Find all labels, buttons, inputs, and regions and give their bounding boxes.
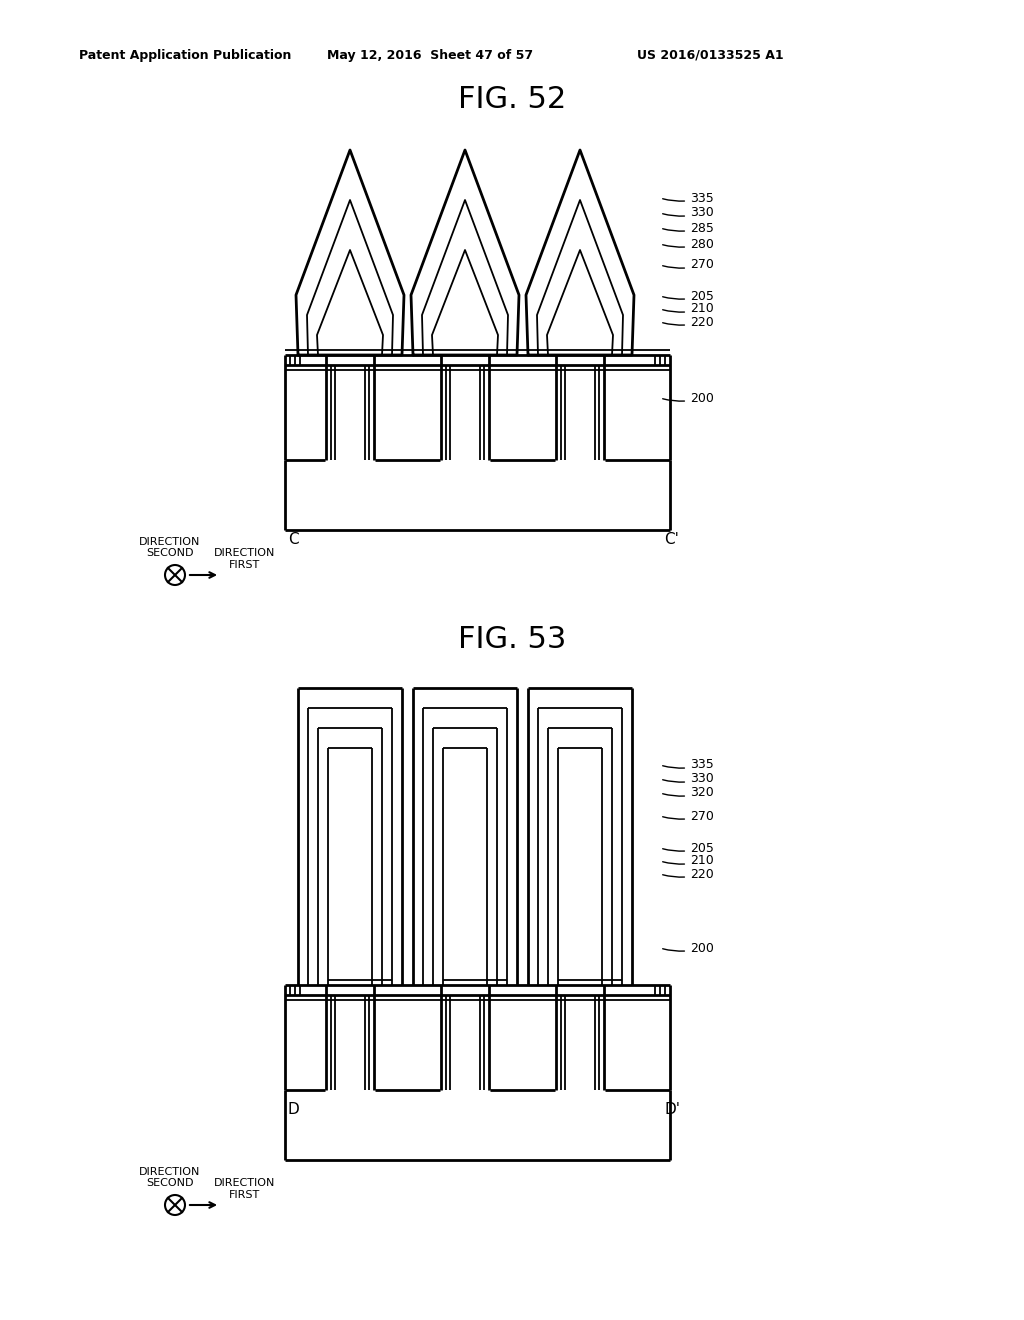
Text: May 12, 2016  Sheet 47 of 57: May 12, 2016 Sheet 47 of 57 (327, 49, 534, 62)
Text: US 2016/0133525 A1: US 2016/0133525 A1 (637, 49, 783, 62)
Text: 200: 200 (663, 941, 714, 954)
Text: 285: 285 (663, 222, 714, 235)
Text: SECOND: SECOND (146, 548, 194, 558)
Text: 210: 210 (663, 302, 714, 315)
Text: 270: 270 (663, 809, 714, 822)
Text: D': D' (664, 1102, 680, 1118)
Text: 330: 330 (663, 206, 714, 219)
Text: DIRECTION: DIRECTION (139, 537, 201, 546)
Text: C': C' (665, 532, 680, 548)
Text: 210: 210 (663, 854, 714, 867)
Text: DIRECTION: DIRECTION (139, 1167, 201, 1177)
Text: FIRST: FIRST (229, 1191, 261, 1200)
Text: DIRECTION: DIRECTION (214, 548, 275, 558)
Text: 330: 330 (663, 772, 714, 785)
Text: 335: 335 (663, 759, 714, 771)
Text: 205: 205 (663, 289, 714, 302)
Text: 220: 220 (663, 315, 714, 329)
Text: 320: 320 (663, 787, 714, 800)
Text: 270: 270 (663, 259, 714, 272)
Text: 335: 335 (663, 191, 714, 205)
Text: 205: 205 (663, 842, 714, 854)
Text: 220: 220 (663, 867, 714, 880)
Text: FIRST: FIRST (229, 560, 261, 570)
Text: C: C (288, 532, 298, 548)
Text: 200: 200 (663, 392, 714, 404)
Text: Patent Application Publication: Patent Application Publication (79, 49, 291, 62)
Text: DIRECTION: DIRECTION (214, 1177, 275, 1188)
Text: D: D (287, 1102, 299, 1118)
Text: FIG. 52: FIG. 52 (458, 86, 566, 115)
Text: SECOND: SECOND (146, 1177, 194, 1188)
Text: 280: 280 (663, 238, 714, 251)
Text: FIG. 53: FIG. 53 (458, 626, 566, 655)
